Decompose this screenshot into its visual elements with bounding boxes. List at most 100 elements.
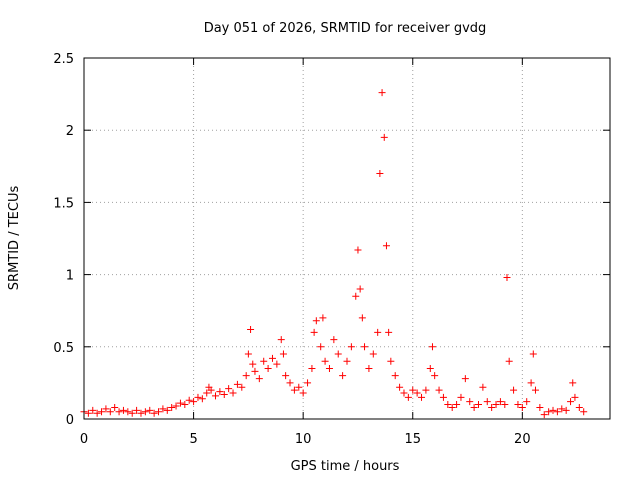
- data-point: [299, 389, 307, 397]
- data-point: [479, 383, 487, 391]
- data-point: [378, 89, 386, 97]
- data-point: [207, 386, 215, 394]
- data-point: [146, 406, 154, 414]
- data-point: [431, 372, 439, 380]
- data-point: [304, 379, 312, 387]
- data-point: [358, 314, 366, 322]
- data-point: [93, 409, 101, 417]
- data-point: [150, 409, 158, 417]
- grid-layer: [84, 58, 610, 419]
- data-point: [89, 406, 97, 414]
- data-point: [514, 401, 522, 409]
- data-point: [387, 357, 395, 365]
- data-point: [409, 386, 417, 394]
- data-point: [354, 246, 362, 254]
- data-point: [308, 364, 316, 372]
- data-point: [365, 364, 373, 372]
- data-point: [115, 408, 123, 416]
- data-point: [247, 325, 255, 333]
- x-tick-label: 20: [514, 432, 531, 447]
- data-point: [185, 396, 193, 404]
- data-point: [553, 408, 561, 416]
- data-point: [249, 360, 257, 368]
- data-point: [317, 343, 325, 351]
- data-point: [343, 357, 351, 365]
- chart-title: Day 051 of 2026, SRMTID for receiver gvd…: [204, 21, 487, 36]
- y-tick-label: 0: [66, 413, 74, 428]
- ticks-layer: 0 0.5 1 1.5 2 2.5 0 5 10 15 20: [53, 52, 610, 447]
- data-point: [361, 343, 369, 351]
- data-point: [159, 405, 167, 413]
- data-point: [141, 408, 149, 416]
- data-point: [448, 403, 456, 411]
- data-point: [251, 367, 259, 375]
- data-point: [111, 403, 119, 411]
- data-point: [505, 357, 513, 365]
- data-point: [273, 360, 281, 368]
- data-point: [382, 242, 390, 250]
- data-points: [80, 89, 588, 419]
- data-point: [492, 401, 500, 409]
- data-point: [529, 350, 537, 358]
- data-point: [268, 354, 276, 362]
- data-point: [176, 399, 184, 407]
- data-point: [457, 393, 465, 401]
- data-point: [295, 383, 303, 391]
- data-point: [277, 336, 285, 344]
- data-point: [334, 350, 342, 358]
- x-tick-label: 0: [80, 432, 88, 447]
- data-point: [439, 393, 447, 401]
- data-point: [242, 372, 250, 380]
- data-point: [163, 406, 171, 414]
- data-point: [98, 408, 106, 416]
- data-point: [216, 388, 224, 396]
- data-point: [510, 386, 518, 394]
- data-point: [119, 406, 127, 414]
- data-point: [453, 401, 461, 409]
- data-point: [518, 403, 526, 411]
- data-point: [575, 403, 583, 411]
- y-axis-label: SRMTID / TECUs: [7, 186, 22, 291]
- data-point: [536, 403, 544, 411]
- data-point: [580, 408, 588, 416]
- data-point: [369, 350, 377, 358]
- data-point: [312, 317, 320, 325]
- data-point: [400, 389, 408, 397]
- data-point: [233, 380, 241, 388]
- data-point: [488, 403, 496, 411]
- data-point: [428, 343, 436, 351]
- data-point: [501, 401, 509, 409]
- data-point: [461, 375, 469, 383]
- data-point: [374, 328, 382, 336]
- data-point: [483, 398, 491, 406]
- data-point: [330, 336, 338, 344]
- data-point: [347, 343, 355, 351]
- data-point: [523, 398, 531, 406]
- plot-frame: [83, 57, 611, 420]
- data-point: [155, 408, 163, 416]
- data-point: [310, 328, 318, 336]
- data-point: [282, 372, 290, 380]
- data-point: [571, 393, 579, 401]
- y-tick-label: 2: [66, 124, 74, 139]
- data-point: [286, 379, 294, 387]
- data-point: [339, 372, 347, 380]
- data-point: [168, 403, 176, 411]
- data-point: [444, 401, 452, 409]
- data-point: [396, 383, 404, 391]
- data-point: [531, 386, 539, 394]
- data-point: [220, 390, 228, 398]
- data-point: [558, 405, 566, 413]
- data-point: [527, 379, 535, 387]
- data-point: [133, 406, 141, 414]
- data-point: [496, 398, 504, 406]
- data-point: [172, 402, 180, 410]
- data-point: [194, 393, 202, 401]
- x-tick-label: 15: [404, 432, 421, 447]
- data-point: [225, 385, 233, 393]
- data-point: [279, 350, 287, 358]
- data-point: [540, 411, 548, 419]
- data-point: [385, 328, 393, 336]
